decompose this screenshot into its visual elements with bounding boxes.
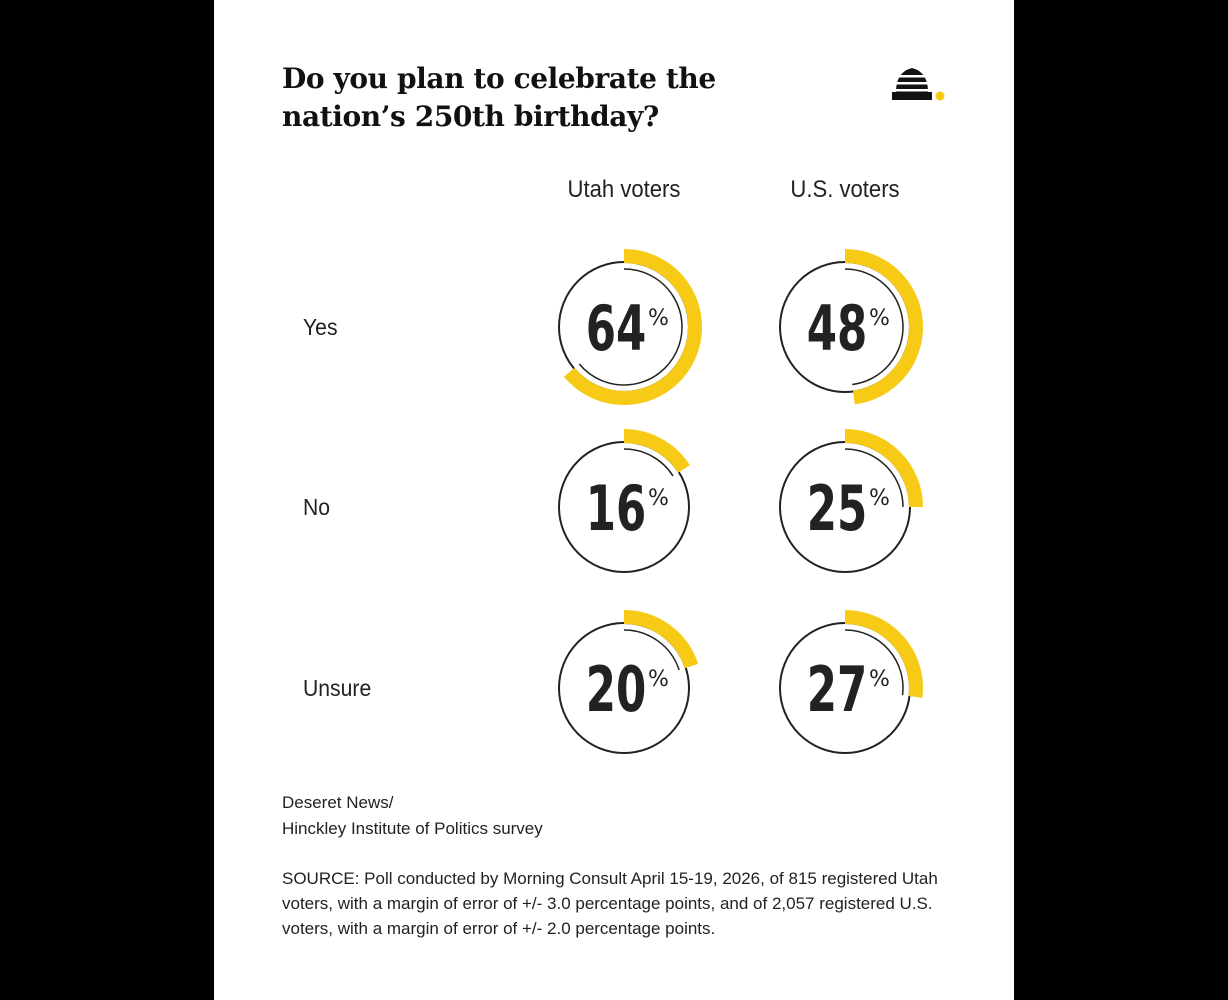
gauge-us-no: 25% — [779, 429, 923, 573]
percent-sign: % — [869, 486, 890, 511]
radial-chart: 64 %16 %20 %48 %25 %27% — [558, 249, 923, 754]
value-label-us-yes: 48 — [807, 293, 868, 365]
gauge-inner-arc — [844, 629, 904, 696]
row-label-no: No — [303, 494, 331, 520]
gauge-arc-utah-unsure — [623, 610, 699, 669]
gauge-arc-us-no — [844, 429, 923, 508]
gauge-arc-us-unsure — [844, 610, 923, 698]
gauge-inner-arc — [844, 268, 904, 386]
infographic-card: Do you plan to celebrate the nation’s 25… — [214, 0, 1014, 1000]
gauge-inner-arc — [578, 268, 683, 386]
percent-sign: % — [869, 306, 890, 331]
value-label-utah-unsure: 20 — [586, 654, 647, 726]
percent-sign: % — [648, 667, 669, 692]
credit: Deseret News/ Hinckley Institute of Poli… — [282, 790, 543, 842]
gauge-us-unsure: 27% — [779, 610, 923, 754]
value-label-utah-yes: 64 — [586, 293, 647, 365]
gauge-us-yes: 48% — [779, 249, 923, 405]
gauge-inner-arc — [623, 629, 680, 671]
gauge-arc-utah-yes — [563, 249, 702, 405]
percent-sign: % — [648, 306, 669, 331]
row-label-unsure: Unsure — [303, 675, 372, 701]
chart-title: Do you plan to celebrate the nation’s 25… — [282, 62, 716, 133]
percent-sign: % — [648, 486, 669, 511]
beehive-icon — [892, 68, 945, 101]
row-label-yes: Yes — [303, 314, 338, 340]
credit-line-1: Deseret News/ — [282, 793, 394, 812]
gauge-utah-yes: 64% — [558, 249, 702, 405]
gauge-utah-no: 16% — [558, 429, 690, 573]
value-label-utah-no: 16 — [586, 473, 647, 545]
value-label-us-unsure: 27 — [807, 654, 868, 726]
column-header-utah-voters: Utah voters — [567, 176, 681, 203]
gauge-inner-arc — [623, 448, 674, 477]
percent-sign: % — [869, 667, 890, 692]
column-header-us-voters: U.S. voters — [790, 176, 900, 203]
gauge-arc-us-yes — [844, 249, 923, 405]
gauge-utah-unsure: 20% — [558, 610, 699, 754]
source-note: SOURCE: Poll conducted by Morning Consul… — [282, 869, 938, 938]
gauge-arc-utah-no — [623, 429, 690, 473]
value-label-us-no: 25 — [807, 473, 868, 545]
gauge-inner-arc — [844, 448, 904, 508]
credit-line-2: Hinckley Institute of Politics survey — [282, 819, 543, 838]
